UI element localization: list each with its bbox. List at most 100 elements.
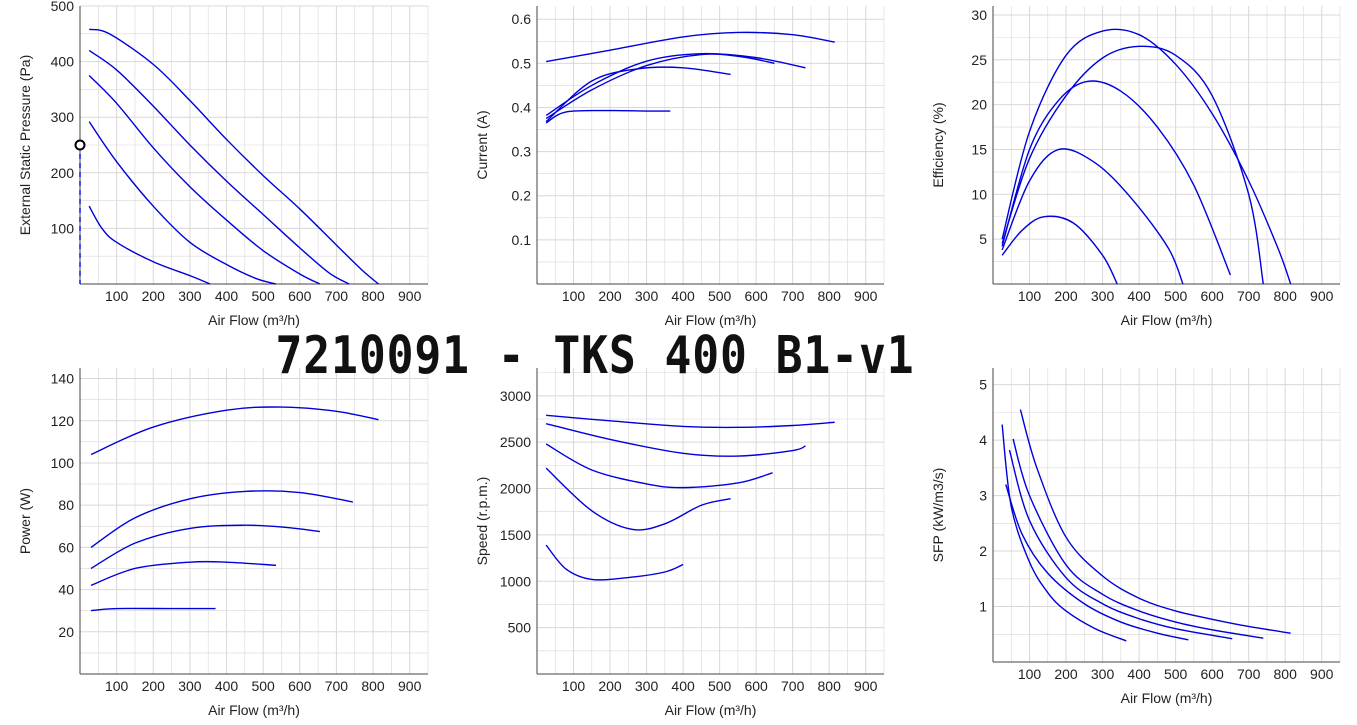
y-tick-label: 5 xyxy=(979,231,987,247)
x-tick-label: 300 xyxy=(1091,288,1115,304)
x-tick-label: 500 xyxy=(708,678,732,694)
x-tick-label: 800 xyxy=(818,288,842,304)
series-line-3 xyxy=(1001,80,1232,276)
series-line-2 xyxy=(1012,438,1264,639)
series-line-2 xyxy=(88,49,350,285)
y-tick-label: 4 xyxy=(979,432,987,448)
x-tick-label: 200 xyxy=(142,678,166,694)
series-line-5 xyxy=(90,607,216,612)
x-tick-label: 400 xyxy=(1127,288,1151,304)
x-tick-label: 100 xyxy=(105,288,129,304)
series-line-1 xyxy=(1001,28,1292,285)
series-line-1 xyxy=(546,414,835,429)
y-tick-label: 0.6 xyxy=(512,11,532,27)
x-tick-label: 500 xyxy=(251,288,275,304)
x-tick-label: 700 xyxy=(781,288,805,304)
y-tick-label: 120 xyxy=(51,413,75,429)
x-tick-label: 500 xyxy=(251,678,275,694)
series-line-2 xyxy=(90,490,354,548)
series-line-5 xyxy=(545,109,671,124)
y-tick-label: 5 xyxy=(979,377,987,393)
chart-current: 100 200 300 400 500 600 700 800 900 0.1 0.2 0.3 0.4 0… xyxy=(474,6,885,328)
series-line-1 xyxy=(90,406,379,456)
y-tick-label: 500 xyxy=(508,620,532,636)
y-tick-label: 3 xyxy=(979,488,987,504)
y-tick-label: 15 xyxy=(971,141,987,157)
x-tick-label: 900 xyxy=(398,678,422,694)
chart-speed: 100 200 300 400 500 600 700 800 900 500 1000 1500 20… xyxy=(474,368,885,718)
x-tick-label: 800 xyxy=(361,678,385,694)
x-tick-label: 800 xyxy=(818,678,842,694)
y-tick-label: 80 xyxy=(58,497,74,513)
x-tick-label: 700 xyxy=(325,288,349,304)
series-line-3 xyxy=(545,443,773,489)
x-tick-label: 700 xyxy=(781,678,805,694)
chart-power: 100 200 300 400 500 600 700 800 900 20 40 60 80 100 12… xyxy=(17,368,429,718)
series-line-1 xyxy=(89,28,379,285)
x-tick-label: 900 xyxy=(398,288,422,304)
x-axis-label: Air Flow (m³/h) xyxy=(665,702,757,718)
x-tick-label: 700 xyxy=(1237,666,1261,682)
series-line-5 xyxy=(1001,215,1118,285)
y-tick-label: 0.3 xyxy=(512,144,532,160)
y-tick-label: 100 xyxy=(51,220,75,236)
y-tick-label: 20 xyxy=(58,624,74,640)
series-line-2 xyxy=(545,52,806,117)
x-tick-label: 100 xyxy=(105,678,129,694)
x-tick-label: 800 xyxy=(1274,666,1298,682)
x-tick-label: 800 xyxy=(1274,288,1298,304)
y-tick-label: 25 xyxy=(971,52,987,68)
x-axis-label: Air Flow (m³/h) xyxy=(1121,690,1213,706)
x-tick-label: 500 xyxy=(1164,666,1188,682)
x-tick-label: 200 xyxy=(598,678,622,694)
x-tick-label: 900 xyxy=(1310,288,1334,304)
y-tick-label: 400 xyxy=(51,54,75,70)
y-axis-label: SFP (kW/m3/s) xyxy=(930,468,946,563)
y-tick-label: 300 xyxy=(51,109,75,125)
series-line-3 xyxy=(90,524,321,570)
x-tick-label: 200 xyxy=(1054,288,1078,304)
series-line-4 xyxy=(545,467,731,531)
x-tick-label: 400 xyxy=(215,288,239,304)
y-tick-label: 0.2 xyxy=(512,188,532,204)
x-tick-label: 200 xyxy=(1054,666,1078,682)
x-tick-label: 700 xyxy=(1237,288,1261,304)
x-tick-label: 200 xyxy=(142,288,166,304)
y-tick-label: 1 xyxy=(979,599,987,615)
y-tick-label: 1500 xyxy=(500,527,531,543)
x-tick-label: 500 xyxy=(708,288,732,304)
chart-efficiency: 100 200 300 400 500 600 700 800 900 5 10 15 20 25 30 Ai… xyxy=(930,6,1341,328)
x-tick-label: 600 xyxy=(288,678,312,694)
series-line-5 xyxy=(88,205,211,285)
series-line-5 xyxy=(1001,424,1127,642)
x-tick-label: 500 xyxy=(1164,288,1188,304)
y-axis-label: Power (W) xyxy=(17,488,33,554)
x-tick-label: 300 xyxy=(635,678,659,694)
x-tick-label: 300 xyxy=(178,288,202,304)
x-tick-label: 600 xyxy=(744,678,768,694)
x-axis-label: Air Flow (m³/h) xyxy=(208,312,300,328)
y-axis-label: Speed (r.p.m.) xyxy=(474,477,490,566)
series-line-5 xyxy=(545,544,684,581)
series-line-4 xyxy=(1005,484,1189,641)
x-tick-label: 900 xyxy=(1310,666,1334,682)
series-line-3 xyxy=(545,53,775,120)
x-tick-label: 300 xyxy=(178,678,202,694)
y-tick-label: 500 xyxy=(51,0,75,14)
operating-point-marker xyxy=(74,139,86,151)
y-tick-label: 0.5 xyxy=(512,55,532,71)
y-tick-label: 100 xyxy=(51,455,75,471)
y-axis-label: Current (A) xyxy=(474,110,490,179)
x-tick-label: 400 xyxy=(1127,666,1151,682)
y-tick-label: 3000 xyxy=(500,388,531,404)
series-line-3 xyxy=(88,75,321,285)
y-tick-label: 140 xyxy=(51,371,75,387)
x-axis-label: Air Flow (m³/h) xyxy=(665,312,757,328)
x-tick-label: 100 xyxy=(1018,666,1042,682)
x-tick-label: 100 xyxy=(562,288,586,304)
y-axis-label: Efficiency (%) xyxy=(930,102,946,187)
series-line-4 xyxy=(545,66,731,123)
y-tick-label: 200 xyxy=(51,165,75,181)
series-line-4 xyxy=(1001,148,1184,285)
